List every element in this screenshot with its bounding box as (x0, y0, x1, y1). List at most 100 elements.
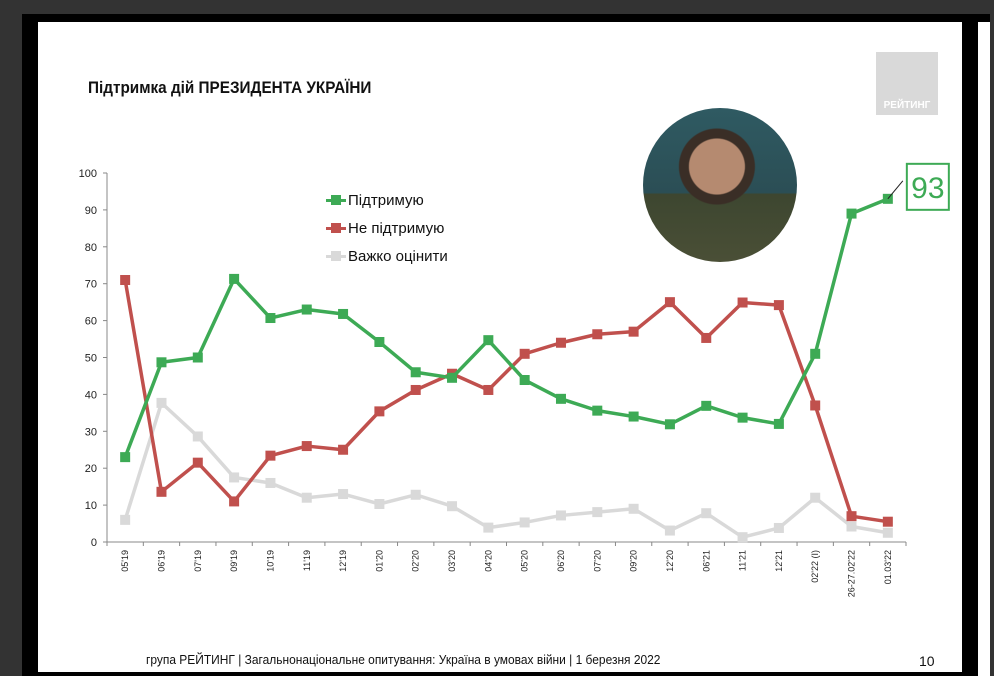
data-point (664, 525, 675, 536)
legend-label: Підтримую (348, 191, 424, 209)
data-point (773, 418, 784, 429)
x-tick-label: 01.03'22 (883, 550, 893, 584)
data-point (338, 489, 349, 500)
data-point (628, 326, 639, 337)
data-point (592, 329, 603, 340)
x-tick-label: 26-27.02'22 (847, 550, 857, 597)
x-tick-label: 11'21 (738, 550, 748, 571)
slide-title: Підтримка дій ПРЕЗИДЕНТА УКРАЇНИ (88, 78, 372, 97)
data-point (519, 517, 530, 528)
page-number: 10 (919, 653, 935, 669)
data-point (156, 397, 167, 408)
legend-item-support: Підтримую (326, 186, 448, 214)
data-point (301, 304, 312, 315)
data-point (301, 441, 312, 452)
data-point (156, 486, 167, 497)
data-point (737, 532, 748, 543)
data-point (737, 412, 748, 423)
data-point (628, 411, 639, 422)
y-tick-label: 0 (91, 537, 97, 549)
annotation-box (905, 162, 950, 211)
data-point (483, 335, 494, 346)
data-point (374, 406, 385, 417)
data-point (229, 472, 240, 483)
x-tick-label: 06'19 (156, 550, 166, 572)
y-tick-label: 30 (85, 426, 97, 438)
slide (38, 22, 962, 672)
data-point (773, 300, 784, 311)
data-point (483, 522, 494, 533)
x-tick-label: 11'19 (302, 550, 312, 571)
data-point (338, 308, 349, 319)
y-tick-label: 100 (79, 168, 97, 180)
data-point (120, 514, 131, 525)
legend-item-hard-to-say: Важко оцінити (326, 242, 448, 270)
y-tick-label: 40 (85, 389, 97, 401)
legend-label: Не підтримую (348, 219, 445, 237)
data-point (120, 275, 131, 286)
x-tick-label: 12'19 (338, 550, 348, 572)
data-point (664, 297, 675, 308)
data-point (483, 384, 494, 395)
x-tick-label: 02'22 (I) (810, 550, 820, 583)
chart-legend: Підтримую Не підтримую Важко оцінити (326, 186, 448, 270)
x-tick-label: 01'20 (374, 550, 384, 572)
rating-logo: РЕЙТИНГ (876, 52, 938, 115)
data-point (737, 297, 748, 308)
data-point (447, 501, 458, 512)
data-point (592, 405, 603, 416)
series-line-0 (123, 197, 889, 458)
data-point (301, 492, 312, 503)
y-tick-label: 60 (85, 316, 97, 328)
data-point (374, 337, 385, 348)
x-tick-label: 05'19 (120, 550, 130, 572)
y-tick-label: 20 (85, 463, 97, 475)
x-tick-label: 06'21 (701, 550, 711, 572)
data-point (555, 337, 566, 348)
y-tick-label: 90 (85, 205, 97, 217)
data-point (555, 510, 566, 521)
data-point (192, 431, 203, 442)
x-tick-label: 09'20 (629, 550, 639, 572)
data-point (265, 313, 276, 324)
data-point (229, 496, 240, 507)
data-point (882, 527, 893, 538)
data-point (410, 367, 421, 378)
data-point (810, 492, 821, 503)
legend-label: Важко оцінити (348, 247, 448, 265)
x-tick-label: 04'20 (483, 550, 493, 572)
data-point (156, 357, 167, 368)
footer-text: група РЕЙТИНГ | Загальнонаціональне опит… (146, 652, 661, 667)
data-point (265, 477, 276, 488)
y-tick-label: 80 (85, 242, 97, 254)
data-point (846, 521, 857, 532)
legend-item-oppose: Не підтримую (326, 214, 448, 242)
y-tick-label: 50 (85, 353, 97, 365)
series-line-1 (123, 279, 889, 524)
annotation-leader (887, 180, 904, 200)
data-point (338, 444, 349, 455)
data-point (447, 372, 458, 383)
x-tick-label: 12'20 (665, 550, 675, 572)
data-point (192, 457, 203, 468)
data-point (555, 393, 566, 404)
x-tick-label: 12'21 (774, 550, 784, 572)
x-tick-label: 07'20 (592, 550, 602, 572)
x-tick-label: 09'19 (229, 550, 239, 572)
data-point (120, 452, 131, 463)
data-point (701, 508, 712, 519)
next-slide-edge (978, 22, 990, 676)
data-point (701, 400, 712, 411)
data-point (265, 450, 276, 461)
data-point (664, 419, 675, 430)
data-point (519, 375, 530, 386)
data-point (628, 503, 639, 514)
annotation-label: 93 (911, 172, 944, 205)
x-tick-label: 06'20 (556, 550, 566, 572)
x-tick-label: 03'20 (447, 550, 457, 572)
data-point (810, 348, 821, 359)
president-photo (643, 108, 797, 262)
data-point (229, 273, 240, 284)
data-point (374, 498, 385, 509)
